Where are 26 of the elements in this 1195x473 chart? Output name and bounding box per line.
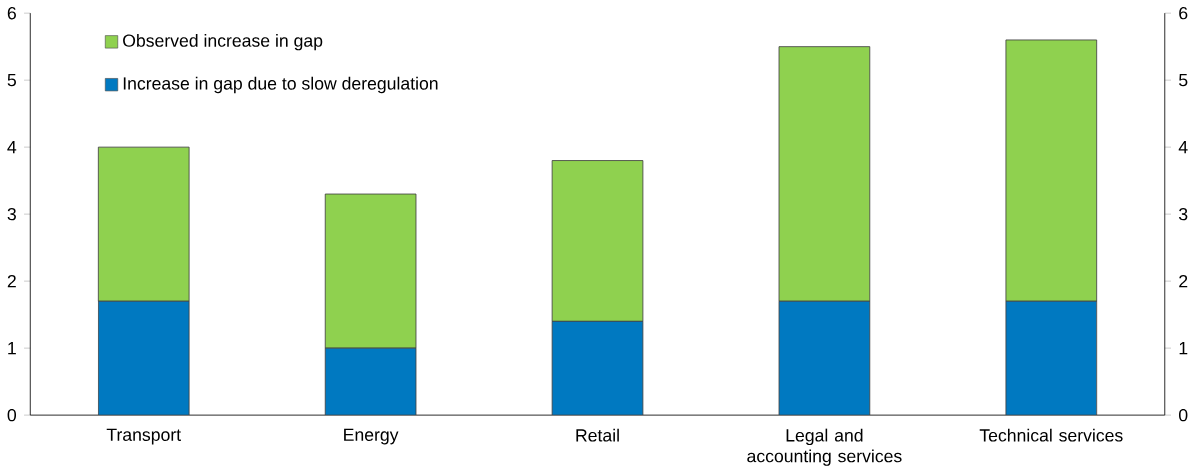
x-tick-label: Technical services <box>979 428 1123 442</box>
bar <box>778 300 871 416</box>
y-tick-label: 1 <box>8 342 16 355</box>
y2-tick-label: 6 <box>1179 7 1188 20</box>
y2-tick-label: 0 <box>1179 409 1188 422</box>
y-tick-label: 4 <box>7 141 17 154</box>
y-tick-label: 3 <box>7 208 16 221</box>
x-tick-label: Energy <box>344 428 399 445</box>
x-tick-label: Legal and accounting services <box>747 428 902 466</box>
y-tick-label: 0 <box>7 409 17 422</box>
bar <box>1005 300 1098 416</box>
y2-tick-label: 2 <box>1179 275 1188 288</box>
y-tick-label: 2 <box>7 275 16 288</box>
bar <box>324 347 417 416</box>
x-tick-label: Transport <box>106 428 181 445</box>
bar <box>551 321 644 416</box>
x-tick-label: Retail <box>576 428 619 442</box>
y-tick-label: 6 <box>7 7 16 20</box>
y2-tick-label: 5 <box>1179 74 1188 87</box>
y2-tick-label: 3 <box>1179 208 1188 221</box>
y-tick-label: 5 <box>7 74 16 87</box>
legend-label: Observed increase in gap <box>123 34 323 51</box>
y2-tick-label: 4 <box>1178 141 1188 154</box>
legend-label: Increase in gap due to slow deregulation <box>123 76 438 94</box>
y2-tick-label: 1 <box>1179 342 1188 355</box>
bar <box>97 300 190 416</box>
